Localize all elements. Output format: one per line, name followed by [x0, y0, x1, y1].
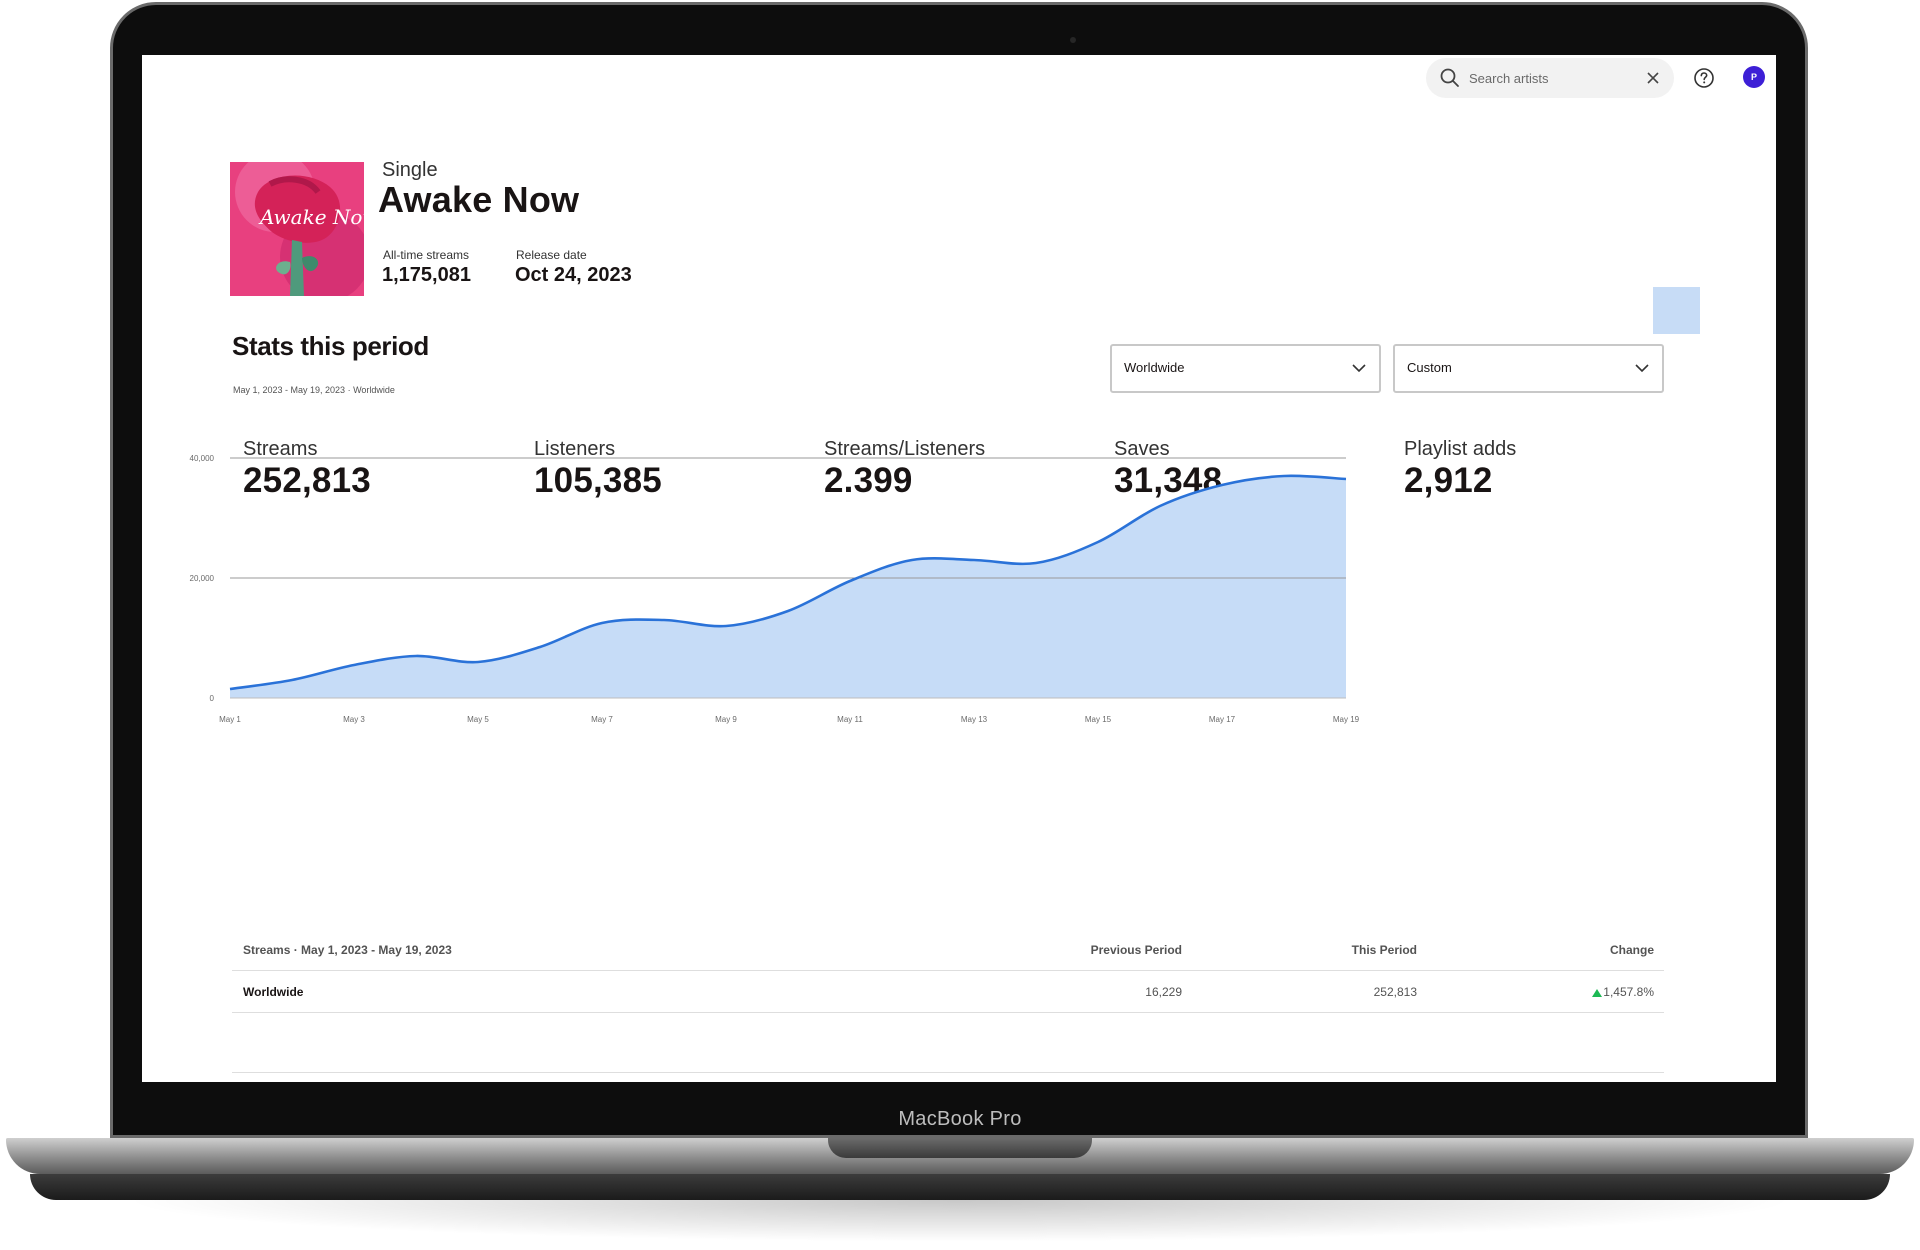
table-divider: [232, 970, 1664, 971]
release-date-value: Oct 24, 2023: [515, 264, 632, 286]
kpi-streams-per-listener: Streams/Listeners 2.399: [824, 438, 985, 501]
release-date-label: Release date: [516, 248, 587, 262]
table-header-previous: Previous Period: [1090, 943, 1182, 957]
chevron-down-icon: [1635, 364, 1649, 373]
x-tick-label: May 7: [591, 715, 613, 724]
search-input[interactable]: [1469, 70, 1645, 86]
table-divider: [232, 1072, 1664, 1073]
table-divider: [232, 1012, 1664, 1013]
kpi-value: 2.399: [824, 461, 913, 500]
release-title: Awake Now: [378, 179, 580, 220]
kpi-playlist-adds: Playlist adds 2,912: [1404, 438, 1516, 501]
region-dropdown-label: Worldwide: [1124, 360, 1185, 375]
screen: P Awake Now Single Awake Now All-time st…: [142, 55, 1776, 1082]
series-line: [229, 474, 1347, 691]
search-box[interactable]: [1426, 58, 1674, 98]
alltime-streams-label: All-time streams: [383, 248, 470, 262]
x-tick-label: May 19: [1333, 715, 1360, 724]
stats-subtitle: May 1, 2023 - May 19, 2023 · Worldwide: [233, 385, 395, 395]
x-tick-label: May 11: [837, 715, 863, 724]
laptop-notch: [828, 1138, 1092, 1158]
row-region: Worldwide: [243, 985, 304, 999]
kpi-label: Saves: [1114, 438, 1170, 460]
x-tick-label: May 9: [715, 715, 737, 724]
avatar[interactable]: P: [1743, 66, 1765, 88]
x-tick-label: May 17: [1209, 715, 1236, 724]
kpi-label: Streams/Listeners: [824, 438, 986, 460]
period-dropdown-label: Custom: [1407, 360, 1452, 375]
x-tick-label: May 15: [1085, 715, 1112, 724]
y-tick-label: 0: [210, 694, 215, 703]
help-button[interactable]: [1692, 66, 1716, 90]
region-dropdown[interactable]: Worldwide: [1110, 344, 1381, 393]
help-icon: [1694, 68, 1714, 88]
kpi-saves: Saves 31,348: [1114, 438, 1222, 501]
table-header-title: Streams · May 1, 2023 - May 19, 2023: [243, 943, 452, 957]
kpi-value: 105,385: [534, 461, 662, 500]
laptop-shadow: [120, 1200, 1800, 1242]
x-tick-label: May 13: [961, 715, 988, 724]
kpi-listeners: Listeners 105,385: [534, 438, 662, 501]
release-type: Single: [382, 159, 438, 181]
camera: [1070, 37, 1076, 43]
cover-text: Awake Now: [258, 205, 364, 229]
x-tick-label: May 5: [467, 715, 489, 724]
cover-art: Awake Now: [230, 162, 364, 296]
trend-up-icon: [1592, 988, 1603, 997]
stats-title: Stats this period: [232, 331, 429, 361]
kpi-streams: Streams 252,813: [243, 438, 371, 501]
kpi-value: 2,912: [1404, 461, 1493, 500]
series-area: [230, 475, 1346, 698]
row-change-value: 1,457.8%: [1603, 985, 1654, 999]
x-tick-label: May 1: [219, 715, 241, 724]
device-label: MacBook Pro: [898, 1108, 1022, 1130]
kpi-value: 252,813: [243, 461, 371, 500]
kpi-label: Streams: [243, 438, 318, 460]
chevron-down-icon: [1352, 364, 1366, 373]
laptop-base-bottom: [30, 1174, 1890, 1200]
highlight-square: [1653, 287, 1700, 334]
kpi-label: Listeners: [534, 438, 616, 460]
table-header-this: This Period: [1351, 943, 1417, 957]
row-change: 1,457.8%: [1592, 985, 1654, 999]
period-dropdown[interactable]: Custom: [1393, 344, 1664, 393]
row-previous: 16,229: [1145, 985, 1182, 999]
x-tick-label: May 3: [343, 715, 365, 724]
row-current: 252,813: [1373, 985, 1417, 999]
close-icon: [1646, 72, 1659, 84]
table-header-change: Change: [1609, 943, 1654, 957]
clear-search-button[interactable]: [1645, 67, 1660, 89]
alltime-streams-value: 1,175,081: [382, 264, 471, 286]
kpi-value: 31,348: [1114, 461, 1223, 500]
kpi-label: Playlist adds: [1404, 438, 1517, 460]
search-icon: [1440, 68, 1459, 87]
y-tick-label: 20,000: [190, 574, 215, 583]
y-tick-label: 40,000: [190, 454, 215, 463]
